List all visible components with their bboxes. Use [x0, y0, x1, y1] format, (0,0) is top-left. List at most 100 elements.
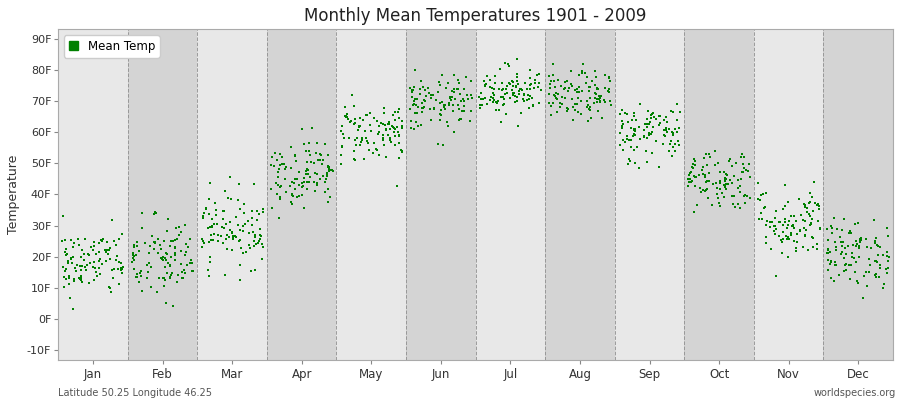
- Point: [506, 92, 520, 98]
- Point: [588, 95, 602, 101]
- Point: [233, 206, 248, 212]
- Point: [310, 157, 325, 164]
- Point: [681, 183, 696, 190]
- Point: [592, 98, 607, 104]
- Point: [417, 104, 431, 110]
- Point: [292, 192, 306, 199]
- Point: [145, 233, 159, 239]
- Point: [444, 97, 458, 103]
- Point: [802, 200, 816, 206]
- Point: [253, 236, 267, 242]
- Point: [824, 225, 839, 231]
- Point: [103, 256, 117, 262]
- Point: [668, 126, 682, 132]
- Point: [502, 79, 517, 86]
- Point: [652, 164, 666, 170]
- Point: [499, 86, 513, 92]
- Point: [713, 203, 727, 209]
- Point: [876, 284, 890, 291]
- Point: [183, 260, 197, 266]
- Point: [824, 223, 838, 229]
- Point: [364, 127, 378, 134]
- Point: [789, 231, 804, 238]
- Point: [376, 132, 391, 138]
- Point: [254, 233, 268, 239]
- Point: [784, 230, 798, 236]
- Point: [158, 250, 173, 256]
- Point: [757, 205, 771, 212]
- Point: [512, 88, 526, 94]
- Point: [774, 239, 788, 245]
- Point: [165, 270, 179, 276]
- Point: [353, 142, 367, 148]
- Point: [501, 60, 516, 67]
- Point: [226, 232, 240, 239]
- Point: [824, 259, 838, 265]
- Point: [248, 266, 262, 273]
- Point: [237, 201, 251, 208]
- Point: [601, 89, 616, 96]
- Point: [203, 224, 218, 230]
- Point: [644, 115, 658, 122]
- Point: [112, 259, 126, 266]
- Point: [754, 192, 769, 198]
- Point: [844, 229, 859, 236]
- Point: [672, 108, 687, 115]
- Point: [870, 243, 885, 250]
- Point: [150, 250, 165, 256]
- Point: [423, 106, 437, 112]
- Point: [778, 216, 793, 222]
- Point: [104, 216, 119, 223]
- Point: [67, 276, 81, 282]
- Point: [696, 187, 710, 193]
- Point: [456, 96, 471, 102]
- Point: [337, 135, 351, 141]
- Point: [309, 150, 323, 156]
- Point: [598, 98, 612, 105]
- Point: [726, 200, 741, 207]
- Point: [453, 116, 467, 122]
- Point: [590, 86, 605, 92]
- Point: [683, 176, 698, 182]
- Point: [860, 269, 874, 276]
- Point: [644, 128, 659, 135]
- Point: [699, 162, 714, 168]
- Point: [805, 216, 819, 222]
- Point: [273, 162, 287, 168]
- Point: [478, 82, 492, 88]
- Point: [355, 136, 369, 143]
- Point: [253, 226, 267, 232]
- Point: [860, 244, 874, 250]
- Point: [657, 132, 671, 138]
- Point: [160, 251, 175, 257]
- Point: [563, 67, 578, 74]
- Point: [699, 187, 714, 193]
- Text: worldspecies.org: worldspecies.org: [814, 388, 896, 398]
- Point: [392, 115, 406, 121]
- Point: [811, 200, 825, 207]
- Point: [686, 165, 700, 171]
- Point: [553, 103, 567, 110]
- Point: [74, 275, 88, 281]
- Point: [713, 180, 727, 186]
- Point: [441, 80, 455, 86]
- Point: [756, 190, 770, 197]
- Point: [247, 237, 261, 244]
- Point: [787, 224, 801, 231]
- Point: [881, 265, 896, 271]
- Point: [683, 170, 698, 176]
- Point: [797, 233, 812, 240]
- Point: [161, 260, 176, 266]
- Point: [63, 236, 77, 243]
- Point: [588, 90, 602, 96]
- Point: [264, 161, 278, 168]
- Point: [253, 231, 267, 238]
- Point: [729, 160, 743, 166]
- Point: [218, 187, 232, 194]
- Point: [233, 237, 248, 243]
- Point: [183, 236, 197, 242]
- Point: [229, 233, 243, 240]
- Point: [379, 126, 393, 133]
- Point: [248, 241, 263, 248]
- Point: [525, 95, 539, 101]
